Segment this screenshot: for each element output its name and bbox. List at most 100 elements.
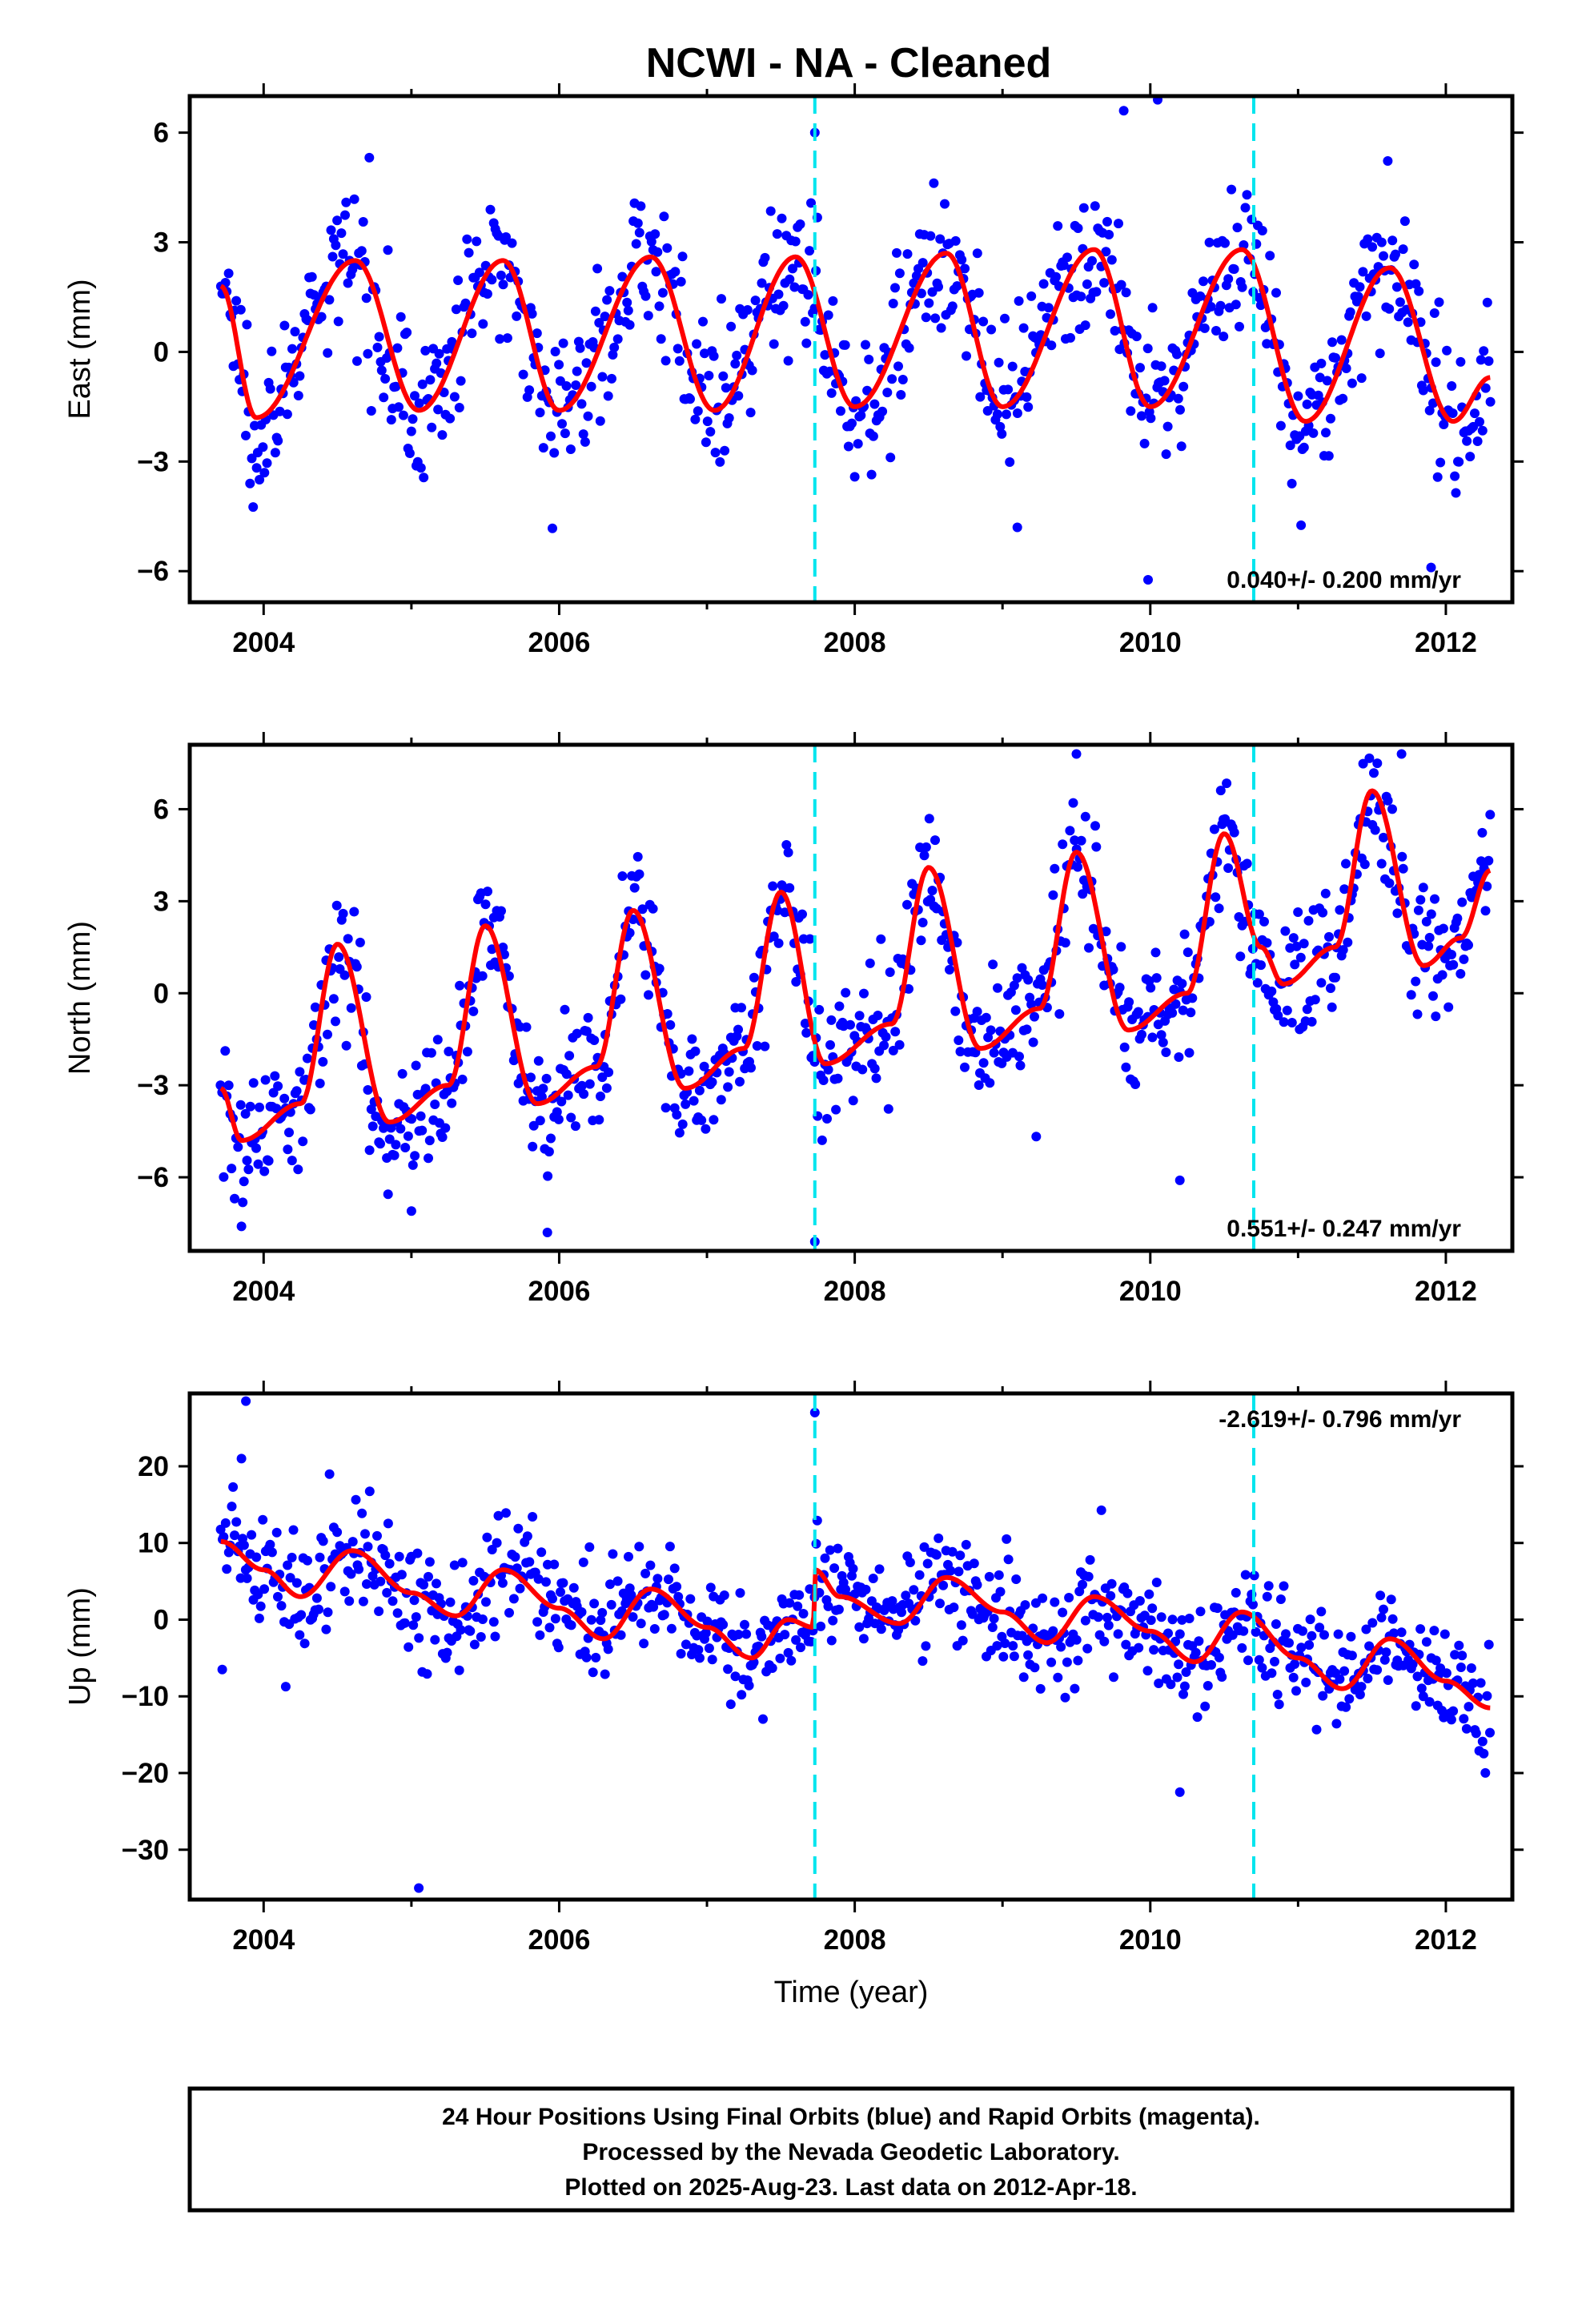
- data-point: [1161, 449, 1171, 460]
- data-point: [1038, 1593, 1048, 1603]
- data-point: [1231, 300, 1241, 310]
- data-point: [952, 938, 962, 947]
- data-point: [1412, 1671, 1423, 1682]
- data-point: [502, 333, 512, 344]
- data-point: [1288, 1672, 1299, 1683]
- data-point: [629, 883, 640, 893]
- data-point: [1398, 244, 1408, 255]
- data-point: [1447, 381, 1457, 391]
- data-point: [1480, 1767, 1491, 1778]
- data-point: [1018, 1672, 1029, 1683]
- up-x-axis-label: Time (year): [774, 1976, 929, 2009]
- data-point: [1387, 1614, 1398, 1624]
- data-point: [1144, 1589, 1154, 1599]
- data-point: [719, 1590, 729, 1600]
- y-tick-label: 6: [154, 794, 169, 825]
- data-point: [957, 255, 967, 265]
- data-point: [1450, 471, 1460, 481]
- data-point: [498, 279, 508, 290]
- data-point: [1203, 1681, 1213, 1691]
- data-point: [338, 249, 348, 259]
- data-point: [1011, 1574, 1022, 1584]
- data-point: [383, 245, 393, 255]
- data-point: [818, 1076, 829, 1085]
- data-point: [747, 365, 757, 376]
- data-point: [608, 350, 618, 360]
- data-point: [408, 414, 418, 424]
- data-point: [1468, 1678, 1478, 1688]
- data-point: [576, 1080, 587, 1091]
- data-point: [472, 236, 482, 247]
- data-point: [624, 927, 635, 938]
- data-point: [778, 300, 789, 311]
- data-point: [451, 304, 461, 315]
- data-point: [1347, 1651, 1357, 1661]
- data-point: [1358, 267, 1368, 277]
- data-point: [363, 1085, 373, 1095]
- data-point: [600, 1669, 610, 1679]
- data-point: [282, 409, 292, 420]
- data-point: [581, 358, 592, 368]
- data-point: [1454, 456, 1464, 467]
- data-point: [1287, 1018, 1297, 1027]
- data-point: [817, 1135, 827, 1145]
- data-point: [849, 1589, 860, 1599]
- data-point: [869, 1063, 880, 1074]
- data-point: [1471, 1728, 1481, 1739]
- data-point: [742, 305, 753, 315]
- data-point: [332, 215, 343, 226]
- data-point: [1331, 972, 1340, 983]
- data-point: [665, 1542, 675, 1552]
- data-point: [391, 381, 401, 392]
- data-point: [1414, 286, 1424, 296]
- data-point: [565, 444, 576, 454]
- data-point: [1383, 1675, 1393, 1685]
- data-point: [677, 251, 688, 262]
- data-point: [259, 468, 270, 478]
- data-point: [323, 1029, 332, 1039]
- data-point: [986, 1025, 996, 1035]
- data-point: [1318, 907, 1328, 918]
- data-point: [1080, 320, 1090, 331]
- data-point: [870, 1618, 880, 1629]
- data-point: [1304, 1640, 1315, 1651]
- data-point: [267, 1547, 277, 1558]
- data-point: [826, 388, 837, 398]
- data-point: [575, 343, 585, 353]
- data-point: [609, 342, 620, 352]
- data-point: [752, 1041, 762, 1051]
- data-point: [1084, 943, 1094, 953]
- data-point: [556, 1096, 567, 1107]
- data-point: [825, 1545, 835, 1555]
- data-point: [508, 1594, 519, 1604]
- data-point: [445, 413, 456, 424]
- data-point: [343, 278, 353, 288]
- data-point: [1229, 827, 1239, 838]
- data-point: [1384, 878, 1395, 888]
- data-point: [885, 967, 895, 977]
- data-point: [430, 1100, 440, 1109]
- data-point: [324, 295, 335, 305]
- data-point: [280, 1682, 291, 1692]
- data-point: [608, 1549, 618, 1559]
- data-point: [1167, 1614, 1178, 1625]
- data-point: [411, 1060, 421, 1071]
- data-point: [1070, 1683, 1080, 1694]
- data-point: [890, 283, 900, 293]
- data-point: [769, 339, 779, 349]
- data-point: [1347, 378, 1357, 388]
- data-point: [239, 1540, 249, 1550]
- data-point: [954, 1035, 964, 1045]
- data-point: [1179, 929, 1190, 939]
- data-point: [1204, 237, 1215, 247]
- data-point: [972, 1007, 982, 1017]
- east-frame: [187, 94, 1515, 605]
- data-point: [628, 1612, 638, 1622]
- data-point: [307, 271, 317, 282]
- data-point: [270, 448, 280, 458]
- data-point: [605, 1579, 615, 1590]
- data-point: [767, 1663, 777, 1673]
- data-point: [583, 1012, 593, 1023]
- data-point: [1485, 1727, 1495, 1738]
- data-point: [960, 1062, 970, 1072]
